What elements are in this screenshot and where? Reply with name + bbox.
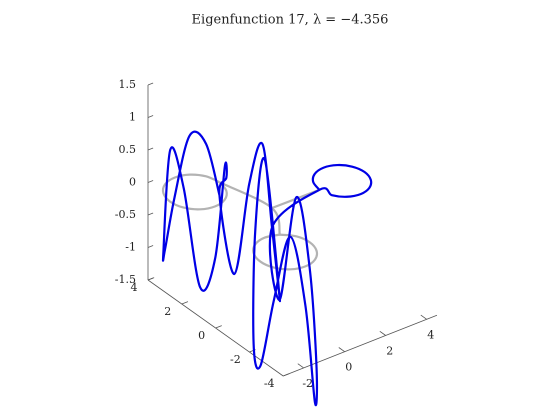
x-tick-label: 0 bbox=[345, 361, 352, 374]
y-tick-label: 0 bbox=[198, 329, 205, 342]
x-axis bbox=[283, 314, 438, 377]
z-tick bbox=[147, 115, 154, 118]
z-tick-label: 1 bbox=[129, 111, 136, 124]
x-tick bbox=[338, 347, 345, 353]
y-tick-label: 2 bbox=[164, 305, 171, 318]
z-tick-label: -1 bbox=[125, 241, 136, 254]
z-tick-label: -0.5 bbox=[115, 208, 136, 221]
z-tick bbox=[147, 212, 154, 216]
x-tick bbox=[420, 314, 427, 320]
x-tick bbox=[379, 330, 386, 336]
y-tick bbox=[215, 325, 222, 329]
z-tick bbox=[147, 147, 154, 151]
y-tick-label: 4 bbox=[131, 281, 138, 294]
z-tick-label: 1.5 bbox=[119, 78, 137, 91]
y-tick bbox=[181, 301, 189, 305]
y-tick bbox=[283, 373, 290, 377]
x-tick bbox=[297, 363, 304, 369]
y-tick bbox=[147, 277, 155, 281]
y-tick-label: -2 bbox=[230, 353, 241, 366]
chart-title: Eigenfunction 17, λ = −4.356 bbox=[192, 13, 389, 28]
z-tick-label: 0.5 bbox=[119, 143, 137, 156]
x-tick-label: 2 bbox=[386, 345, 393, 358]
x-tick-label: 4 bbox=[427, 328, 434, 341]
y-tick-label: -4 bbox=[264, 377, 275, 390]
x-tick-label: -2 bbox=[302, 377, 313, 390]
z-tick bbox=[147, 245, 154, 248]
curve bbox=[161, 173, 228, 211]
curve bbox=[161, 130, 373, 407]
z-tick-label: 0 bbox=[129, 176, 136, 189]
z-tick bbox=[147, 180, 154, 183]
z-tick bbox=[147, 82, 154, 86]
z-tick-label: -1.5 bbox=[115, 273, 136, 286]
